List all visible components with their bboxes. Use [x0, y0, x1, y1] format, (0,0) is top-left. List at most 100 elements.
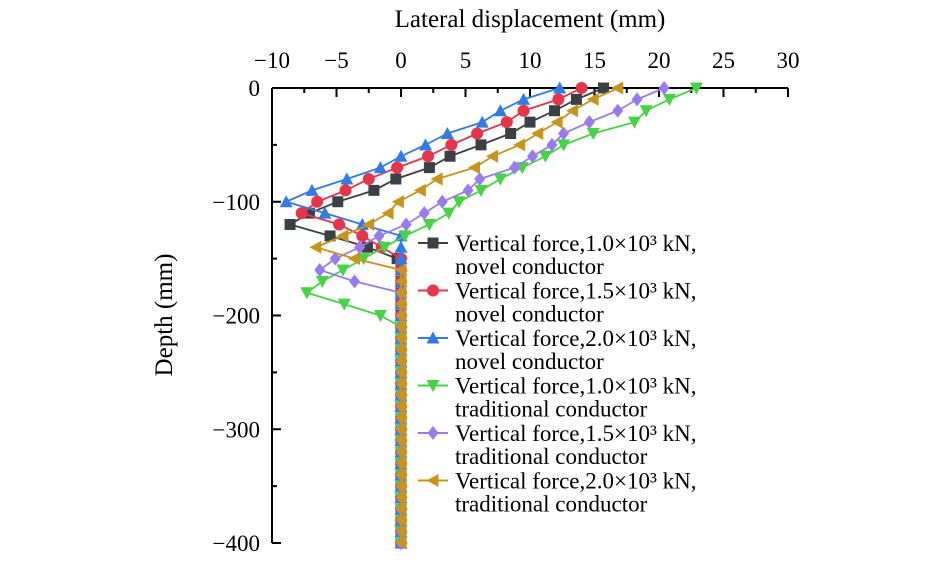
data-point: [390, 173, 402, 185]
data-point: [631, 92, 643, 107]
data-point: [546, 137, 558, 152]
data-point: [394, 309, 407, 322]
data-point: [391, 195, 404, 209]
x-tick-label: 30: [777, 48, 800, 73]
data-point: [394, 502, 407, 516]
data-point: [394, 286, 407, 300]
data-point: [318, 206, 332, 219]
legend-background: [448, 233, 638, 281]
data-point: [418, 206, 430, 221]
legend-entry: Vertical force,1.0×10³ kN,traditional co…: [418, 374, 696, 424]
y-tick-label: −300: [213, 417, 260, 442]
x-tick-label: 20: [648, 48, 671, 73]
legend-background: [448, 470, 638, 519]
data-point: [586, 128, 600, 140]
data-point: [381, 206, 394, 220]
data-point: [423, 162, 435, 174]
data-point: [394, 365, 407, 379]
legend-marker: [427, 284, 439, 297]
data-point: [329, 251, 341, 266]
legend-label: novel conductor: [455, 254, 604, 279]
data-point: [394, 388, 407, 402]
legend-entry: Vertical force,2.0×10³ kN,novel conducto…: [418, 326, 696, 376]
data-point: [394, 331, 407, 345]
data-point: [394, 354, 407, 368]
data-point: [531, 127, 544, 140]
data-point: [658, 81, 670, 95]
data-point: [627, 116, 641, 129]
data-point: [570, 93, 582, 105]
legend-background: [448, 423, 638, 471]
x-tick-label: 15: [583, 48, 606, 73]
data-point: [368, 184, 380, 196]
legend-marker: [427, 237, 439, 249]
legend-label: traditional conductor: [455, 397, 648, 422]
data-point: [357, 253, 371, 266]
data-point: [689, 82, 703, 95]
data-point: [373, 228, 385, 243]
data-point: [583, 115, 595, 130]
data-point: [394, 468, 407, 482]
data-point: [468, 161, 481, 175]
legend-entry: Vertical force,1.5×10³ kN,traditional co…: [418, 421, 696, 471]
data-point: [332, 196, 344, 208]
legend-background: [448, 375, 638, 424]
series-6: [309, 81, 624, 550]
data-point: [394, 513, 407, 527]
data-point: [440, 127, 454, 139]
data-point: [314, 263, 326, 277]
data-point: [354, 240, 366, 255]
data-point: [391, 161, 404, 174]
x-tick-label: −5: [324, 48, 348, 73]
data-point: [394, 479, 407, 493]
data-point: [586, 92, 599, 106]
data-point: [549, 105, 561, 117]
data-point: [445, 138, 458, 151]
data-point: [462, 183, 474, 198]
data-point: [394, 377, 407, 391]
data-point: [311, 195, 324, 208]
x-tick-label: −10: [254, 48, 290, 73]
data-point: [373, 161, 387, 174]
data-point: [394, 491, 407, 504]
data-point: [475, 115, 489, 128]
data-point: [474, 172, 486, 186]
data-point: [394, 400, 407, 413]
data-point: [471, 127, 484, 140]
x-tick-label: 10: [519, 48, 542, 73]
data-point: [611, 81, 624, 95]
data-point: [279, 195, 293, 208]
data-point: [394, 456, 407, 470]
series-group: [279, 81, 703, 550]
data-point: [413, 183, 426, 197]
data-point: [493, 173, 507, 186]
legend-marker: [426, 380, 440, 392]
data-point: [598, 82, 610, 94]
data-point: [362, 173, 375, 185]
data-point: [517, 92, 531, 105]
data-point: [566, 104, 579, 118]
legend-label: novel conductor: [455, 302, 604, 327]
x-tick-label: 25: [712, 48, 735, 73]
legend-entry: Vertical force,2.0×10³ kN,traditional co…: [418, 469, 696, 519]
y-axis-label: Depth (mm): [151, 254, 178, 377]
data-point: [315, 275, 329, 288]
data-point: [509, 160, 521, 175]
data-point: [442, 207, 456, 220]
data-point: [422, 219, 436, 231]
y-tick-label: −400: [213, 531, 260, 556]
data-point: [398, 230, 412, 243]
data-point: [527, 149, 539, 164]
data-point: [444, 150, 456, 162]
legend-entry: Vertical force,1.5×10³ kN,novel conducto…: [418, 279, 696, 329]
data-point: [324, 230, 336, 242]
data-point: [394, 525, 407, 539]
data-point: [430, 172, 443, 186]
data-point: [373, 310, 387, 322]
legend-label: Vertical force,1.0×10³ kN,: [455, 374, 696, 399]
legend: Vertical force,1.0×10³ kN,novel conducto…: [418, 231, 696, 519]
data-point: [340, 172, 354, 185]
data-point: [505, 128, 517, 139]
legend-label: Vertical force,1.0×10³ kN,: [455, 231, 696, 256]
